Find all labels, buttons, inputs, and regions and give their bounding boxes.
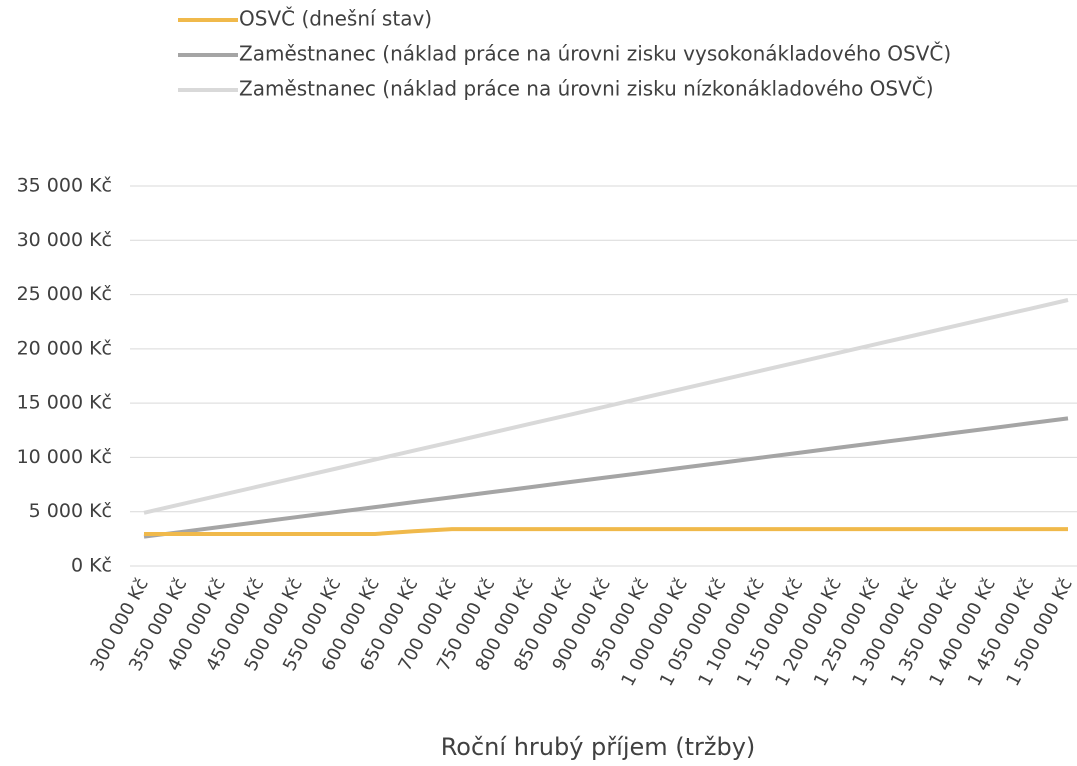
y-tick-label: 25 000 Kč [17, 283, 112, 305]
legend-label: Zaměstnanec (náklad práce na úrovni zisk… [239, 77, 934, 101]
legend-label: Zaměstnanec (náklad práce na úrovni zisk… [239, 42, 951, 66]
series-line [144, 527, 1068, 536]
series-line [143, 298, 1069, 515]
y-tick-label: 15 000 Kč [17, 392, 112, 414]
series-line [143, 416, 1069, 539]
y-tick-label: 30 000 Kč [17, 229, 112, 251]
legend-label: OSVČ (dnešní stav) [239, 7, 432, 31]
y-tick-label: 5 000 Kč [29, 500, 112, 522]
y-tick-label: 10 000 Kč [17, 446, 112, 468]
y-tick-label: 20 000 Kč [17, 337, 112, 359]
x-axis-title: Roční hrubý příjem (tržby) [441, 733, 756, 761]
y-tick-label: 0 Kč [71, 555, 112, 577]
y-tick-label: 35 000 Kč [17, 175, 112, 197]
